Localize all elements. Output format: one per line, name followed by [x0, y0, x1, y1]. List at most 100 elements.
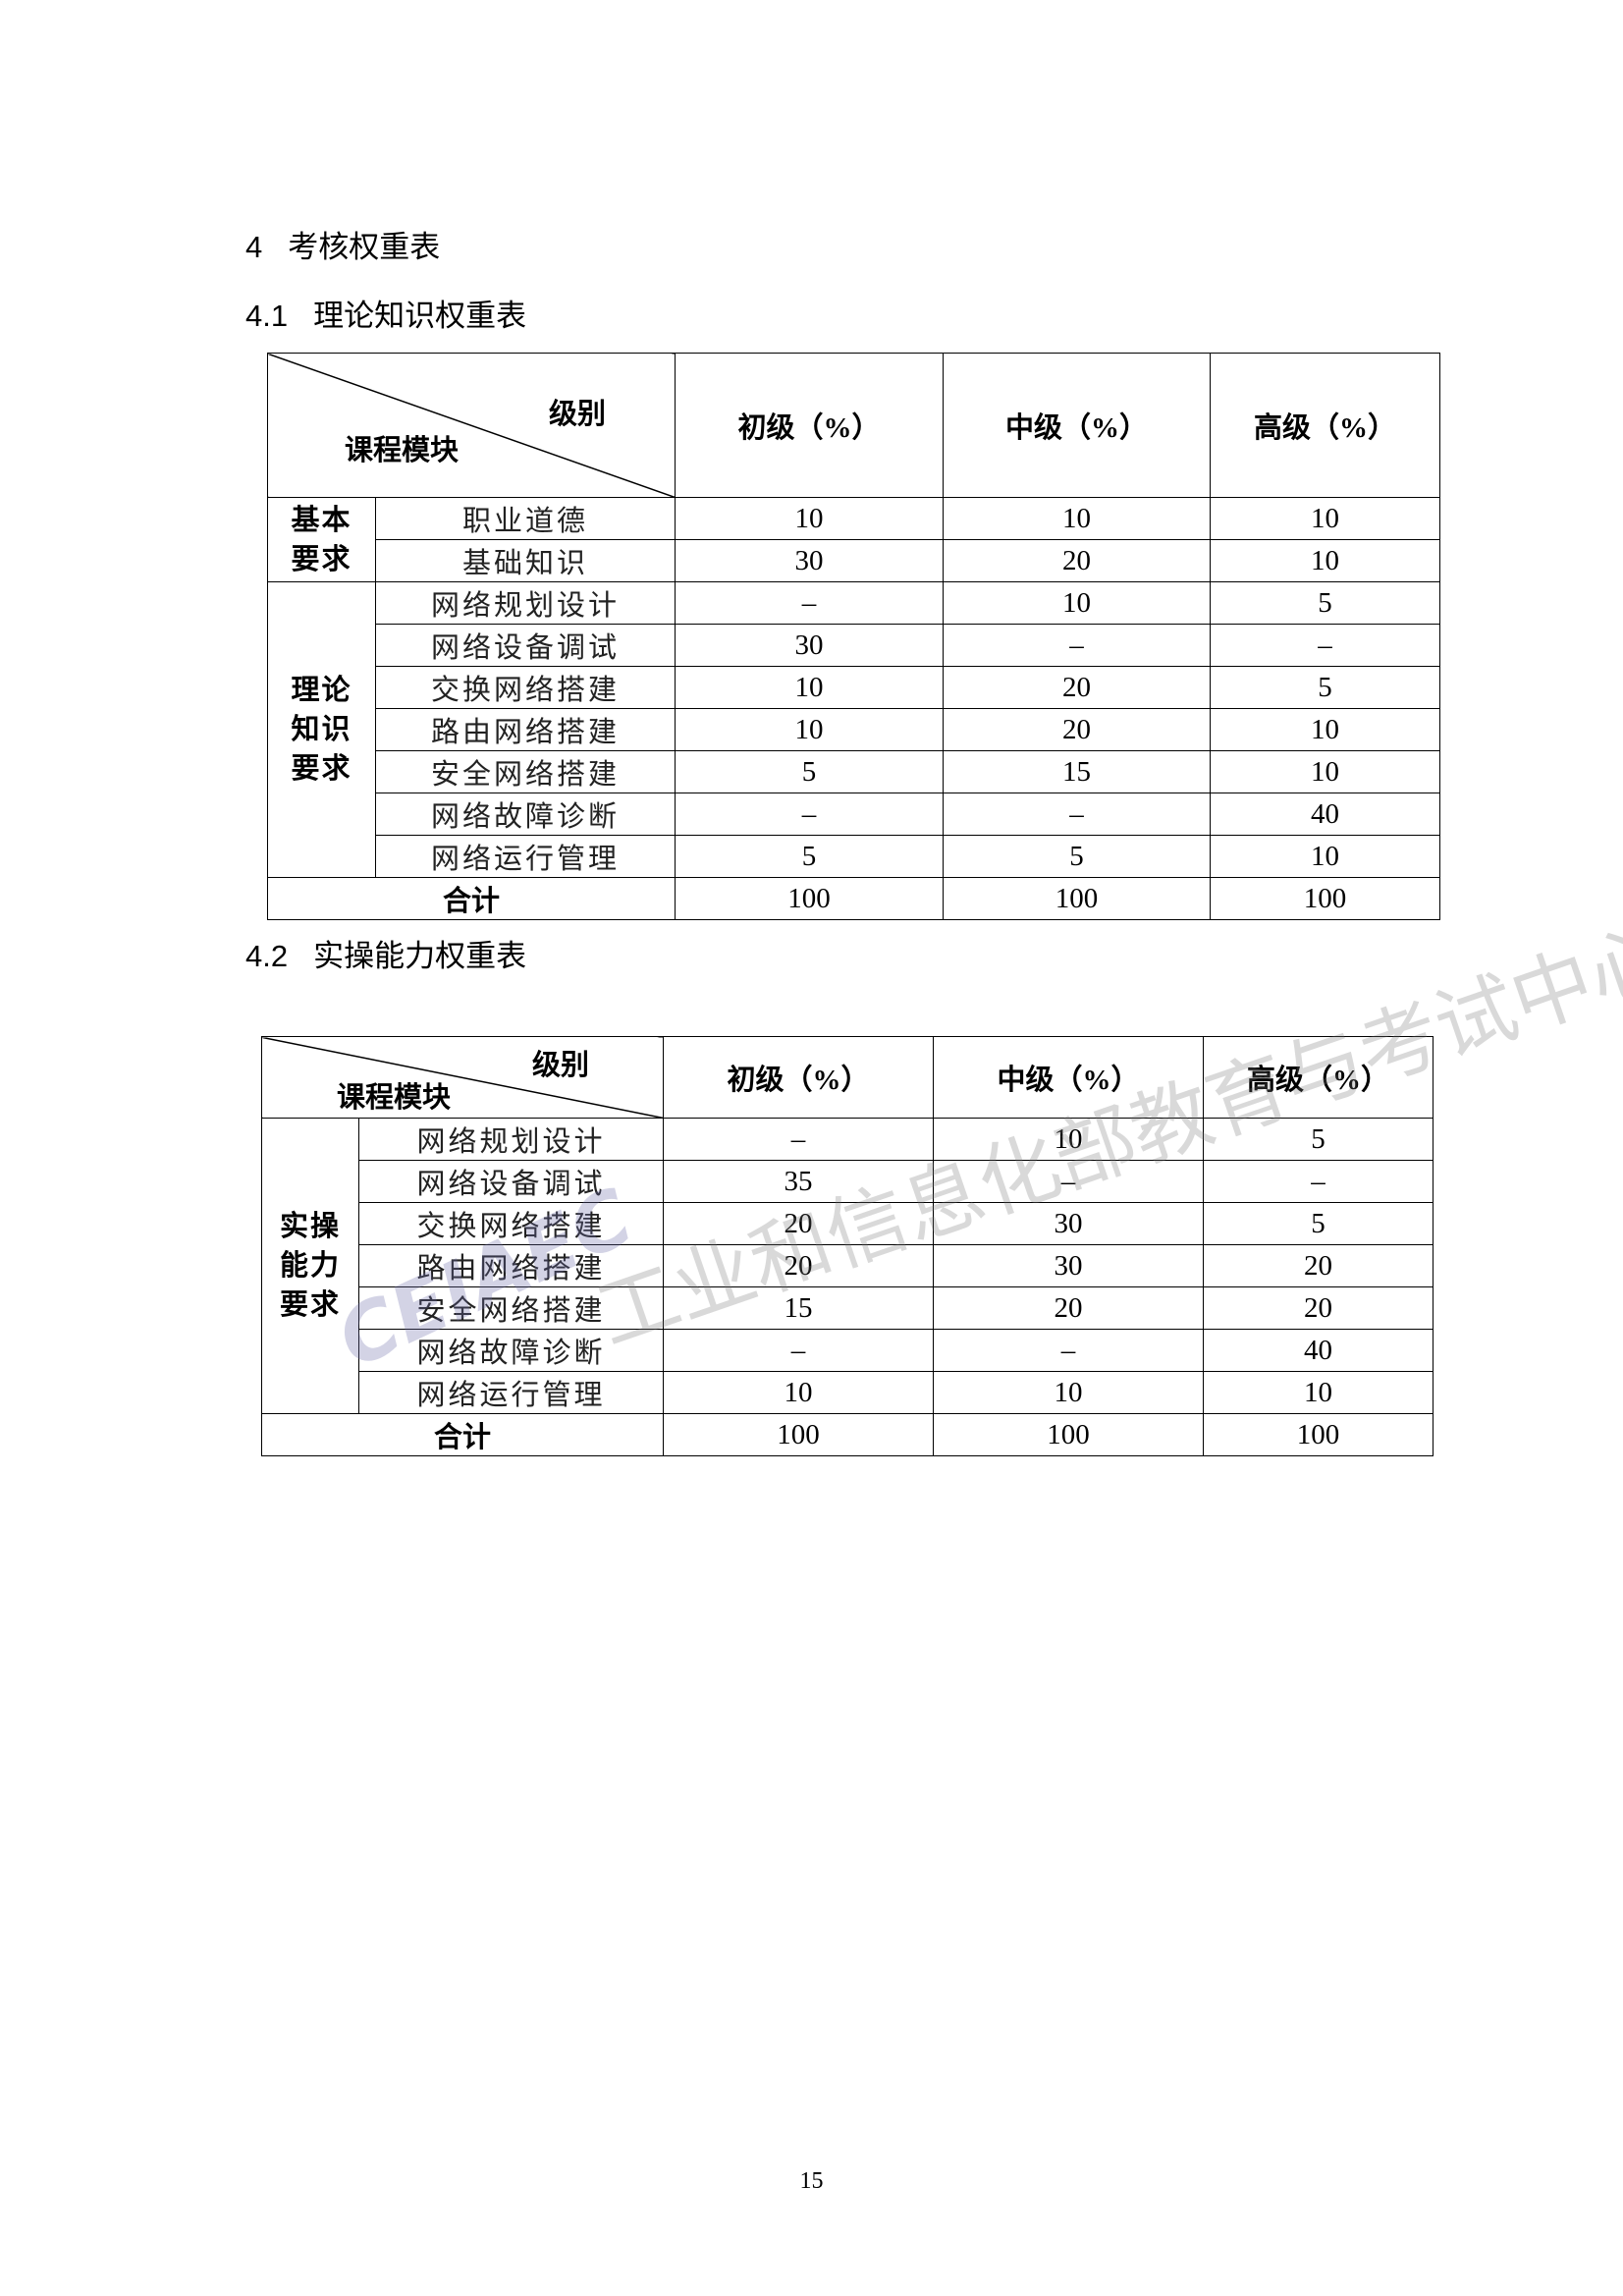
weight-value: – [663, 1329, 934, 1372]
module-name: 网络规划设计 [358, 1118, 664, 1161]
table-row: 实操能力要求 网络规划设计 –10 5 [261, 1118, 1434, 1414]
weight-value: 10 [933, 1118, 1204, 1161]
weight-value: 20 [663, 1202, 934, 1245]
total-value: 100 [663, 1413, 934, 1456]
weight-value: 30 [675, 624, 944, 667]
theory-heading: 4.1 理论知识权重表 [245, 299, 527, 333]
table-row: 网络设备调试 30– – [268, 624, 1440, 667]
table-row: 安全网络搭建 5 15 10 [268, 750, 1440, 793]
column-header: 高级（%） [1210, 353, 1440, 498]
weight-value: 20 [943, 708, 1211, 751]
page-number: 15 [799, 2168, 824, 2194]
weight-value: 35 [663, 1160, 934, 1203]
table-row: 路由网络搭建 20 30 20 [262, 1244, 1434, 1287]
table-row: 安全网络搭建 15 20 20 [262, 1286, 1434, 1330]
total-value: 100 [675, 877, 944, 920]
weight-value: 10 [1210, 750, 1440, 793]
practice-heading: 4.2 实操能力权重表 [245, 939, 527, 973]
table-row: 网络运行管理 10 10 10 [262, 1371, 1434, 1414]
weight-value: 30 [933, 1202, 1204, 1245]
weight-value: 15 [663, 1286, 934, 1330]
module-name: 基础知识 [375, 539, 676, 582]
module-name: 网络设备调试 [358, 1160, 664, 1203]
total-label: 合计 [267, 877, 676, 920]
weight-value: 10 [943, 581, 1211, 625]
module-name: 网络设备调试 [375, 624, 676, 667]
total-value: 100 [1210, 877, 1440, 920]
group-label: 理论知识要求 [291, 675, 352, 785]
weight-value: 10 [1210, 835, 1440, 878]
module-label: 课程模块 [337, 1082, 452, 1115]
total-value: 100 [943, 877, 1211, 920]
module-name: 网络运行管理 [375, 835, 676, 878]
table-row: 路由网络搭建 10 20 10 [268, 708, 1440, 751]
weight-value: 40 [1203, 1329, 1434, 1372]
group-label: 基本要求 [291, 504, 352, 575]
weight-value: 20 [933, 1286, 1204, 1330]
weight-value: 20 [663, 1244, 934, 1287]
weight-value: – [933, 1329, 1204, 1372]
module-name: 路由网络搭建 [358, 1244, 664, 1287]
weight-value: 10 [1210, 497, 1440, 540]
table-row: 网络故障诊断 – –40 [262, 1329, 1434, 1372]
weight-value: 20 [943, 539, 1211, 582]
weight-value: 10 [1210, 708, 1440, 751]
weight-value: 15 [943, 750, 1211, 793]
group-label: 实操能力要求 [279, 1211, 341, 1321]
weight-value: 10 [675, 497, 944, 540]
column-header: 中级（%） [933, 1036, 1204, 1119]
table-row: 网络设备调试 35– – [262, 1160, 1434, 1203]
column-header: 高级（%） [1203, 1036, 1434, 1119]
weight-value: – [943, 793, 1211, 836]
module-name: 网络运行管理 [358, 1371, 664, 1414]
column-header: 中级（%） [943, 353, 1211, 498]
weight-value: 5 [1203, 1202, 1434, 1245]
total-value: 100 [1203, 1413, 1434, 1456]
weight-value: – [943, 624, 1211, 667]
weight-value: 20 [943, 666, 1211, 709]
weight-value: 20 [1203, 1286, 1434, 1330]
table-row: 网络故障诊断 – –40 [268, 793, 1440, 836]
diagonal-header-cell: 级别 课程模块 [261, 1036, 664, 1119]
module-name: 职业道德 [375, 497, 676, 540]
weight-value: – [663, 1118, 934, 1161]
weight-value: 20 [1203, 1244, 1434, 1287]
module-name: 网络故障诊断 [375, 793, 676, 836]
section-heading: 4 考核权重表 [245, 230, 441, 264]
module-name: 网络规划设计 [375, 581, 676, 625]
weight-value: – [675, 581, 944, 625]
theory-weight-table: 级别 课程模块 初级（%） 中级（%） 高级（%） 基本要求 职业道德 10 10 10 基础知识 3… [267, 353, 1440, 920]
weight-value: – [1203, 1160, 1434, 1203]
table-row: 网络运行管理 5 5 10 [268, 835, 1440, 878]
table-row: 理论知识要求 网络规划设计 –10 5 [267, 581, 1440, 878]
total-row: 合计 100 100 100 [261, 1413, 1434, 1456]
module-name: 安全网络搭建 [375, 750, 676, 793]
weight-value: 5 [943, 835, 1211, 878]
total-label: 合计 [261, 1413, 664, 1456]
group-label-cell: 基本要求 [267, 497, 376, 582]
weight-value: 10 [1210, 539, 1440, 582]
level-label: 级别 [548, 398, 606, 430]
module-name: 安全网络搭建 [358, 1286, 664, 1330]
group-label-cell: 实操能力要求 [261, 1118, 359, 1414]
group-label-cell: 理论知识要求 [267, 581, 376, 878]
weight-value: 10 [675, 708, 944, 751]
weight-value: 10 [943, 497, 1211, 540]
weight-value: 5 [675, 835, 944, 878]
header-row: 级别 课程模块 初级（%） 中级（%） 高级（%） [267, 353, 1440, 498]
weight-value: 5 [1203, 1118, 1434, 1161]
weight-value: 10 [675, 666, 944, 709]
column-header: 初级（%） [675, 353, 944, 498]
table-row: 基本要求 职业道德 10 10 10 [267, 497, 1440, 582]
weight-value: – [1210, 624, 1440, 667]
module-label: 课程模块 [345, 434, 460, 466]
total-row: 合计 100 100 100 [267, 877, 1440, 920]
table-row: 交换网络搭建 20 30 5 [262, 1202, 1434, 1245]
header-row: 级别 课程模块 初级（%） 中级（%） 高级（%） [261, 1036, 1434, 1119]
weight-value: 30 [933, 1244, 1204, 1287]
column-header: 初级（%） [663, 1036, 934, 1119]
weight-value: 10 [933, 1371, 1204, 1414]
weight-value: 30 [675, 539, 944, 582]
diagonal-header-cell: 级别课程模块 [267, 353, 676, 498]
weight-value: – [675, 793, 944, 836]
